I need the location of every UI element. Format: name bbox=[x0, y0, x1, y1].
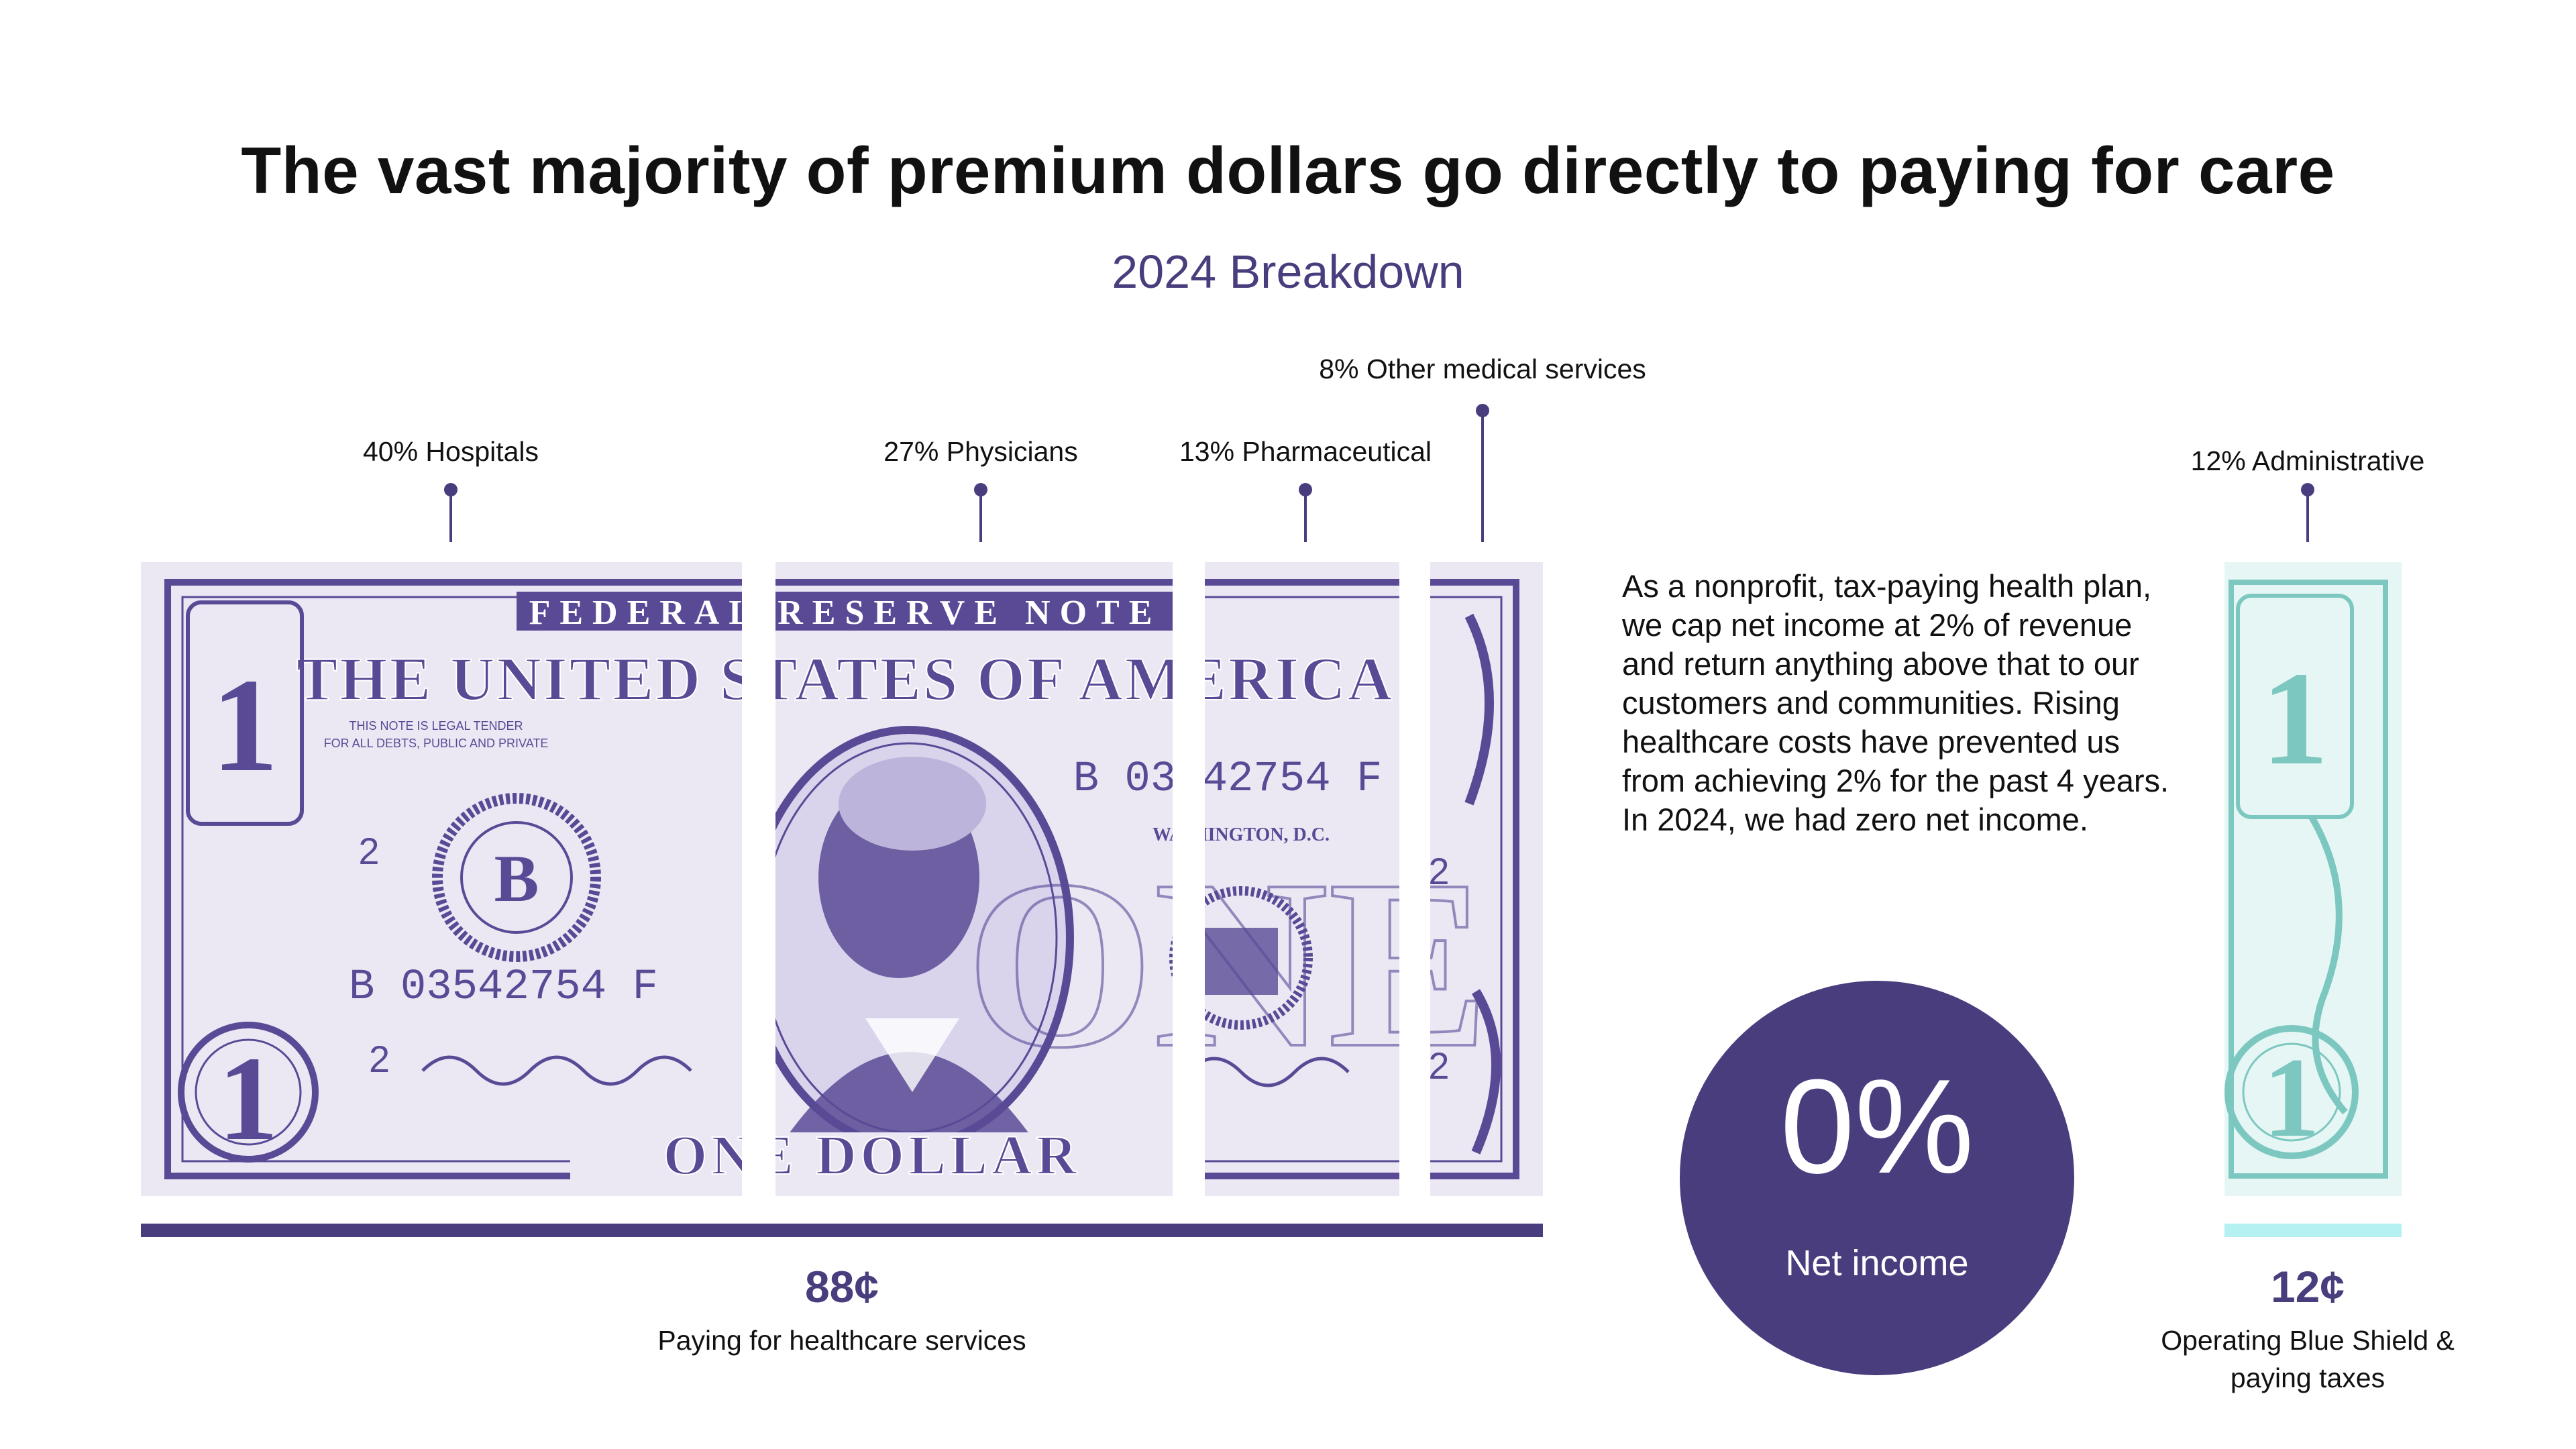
svg-text:ONE: ONE bbox=[966, 830, 1173, 1097]
svg-text:WASHINGTON, D.C.: WASHINGTON, D.C. bbox=[1205, 824, 1330, 845]
callout-stem bbox=[1304, 490, 1307, 542]
svg-text:B 03542754 F: B 03542754 F bbox=[1205, 755, 1382, 804]
svg-text:2: 2 bbox=[1430, 850, 1450, 892]
callout-stem bbox=[449, 490, 452, 542]
svg-text:ONE: ONE bbox=[1430, 830, 1489, 1097]
svg-text:B: B bbox=[494, 841, 539, 916]
nonprofit-note: As a nonprofit, tax-paying health plan, … bbox=[1622, 568, 2169, 837]
net-income-label: Net income bbox=[1785, 1243, 1969, 1283]
page-title: The vast majority of premium dollars go … bbox=[241, 133, 2335, 207]
callout-label-pharmaceutical: 13% Pharmaceutical bbox=[1179, 436, 1432, 467]
callout-stem bbox=[2306, 490, 2309, 542]
bill-slice-hospitals: FEDERAL RESERVE NOTE THE UNITED STATES O… bbox=[141, 562, 742, 1196]
svg-text:THE UNITED STATES OF AMERICA: THE UNITED STATES OF AMERICA bbox=[775, 645, 1173, 713]
svg-text:2: 2 bbox=[358, 830, 379, 872]
svg-text:ONE DOLLAR: ONE DOLLAR bbox=[775, 1124, 1081, 1187]
svg-text:B 03542754 F: B 03542754 F bbox=[1073, 755, 1173, 804]
callout-label-physicians: 27% Physicians bbox=[883, 436, 1078, 467]
svg-text:2: 2 bbox=[1430, 1044, 1450, 1087]
bill-slice-physicians: FEDERAL RESERVE NOTE THE UNITED STATES O… bbox=[775, 562, 1173, 1196]
bill-slice-administrative: 1 1 bbox=[2224, 562, 2402, 1196]
svg-text:FOR ALL DEBTS, PUBLIC AND PRIV: FOR ALL DEBTS, PUBLIC AND PRIVATE bbox=[324, 737, 549, 750]
net-income-circle: 0% Net income bbox=[1680, 981, 2074, 1375]
svg-text:1: 1 bbox=[211, 651, 278, 800]
admin-caption: Operating Blue Shield & paying taxes bbox=[2161, 1325, 2455, 1393]
bar-administrative bbox=[2224, 1224, 2402, 1237]
callout-label-administrative: 12% Administrative bbox=[2190, 445, 2425, 476]
bill-slice-other-medical-services: FEDERAL RESERVE NOTE THE UNITED STATES O… bbox=[1430, 562, 1543, 1196]
svg-text:2: 2 bbox=[369, 1038, 390, 1080]
svg-text:THIS NOTE IS LEGAL TENDER: THIS NOTE IS LEGAL TENDER bbox=[349, 719, 523, 733]
svg-text:WASHINGTON, D.C.: WASHINGTON, D.C. bbox=[1152, 824, 1173, 845]
svg-text:FEDERAL RESERVE NOTE: FEDERAL RESERVE NOTE bbox=[775, 594, 1161, 632]
svg-text:THE UNITED STATES OF AMERICA: THE UNITED STATES OF AMERICA bbox=[297, 645, 742, 713]
svg-text:FEDERAL RESERVE NOTE: FEDERAL RESERVE NOTE bbox=[529, 594, 742, 632]
bar-healthcare-services bbox=[141, 1224, 1543, 1237]
callout-label-hospitals: 40% Hospitals bbox=[362, 436, 539, 467]
svg-text:ONE DOLLAR: ONE DOLLAR bbox=[663, 1124, 742, 1187]
net-income-value: 0% bbox=[1780, 1052, 1974, 1201]
callout-stem bbox=[1481, 411, 1484, 542]
page-subtitle: 2024 Breakdown bbox=[1112, 246, 1464, 298]
callout-label-other-medical-services: 8% Other medical services bbox=[1319, 354, 1646, 384]
svg-text:THE UNITED STATES OF AMERICA: THE UNITED STATES OF AMERICA bbox=[1205, 645, 1394, 713]
healthcare-value: 88¢ bbox=[804, 1262, 879, 1311]
svg-text:1: 1 bbox=[218, 1032, 278, 1165]
admin-value: 12¢ bbox=[2270, 1262, 2345, 1311]
healthcare-caption: Paying for healthcare services bbox=[657, 1325, 1026, 1356]
bill-slice-pharmaceutical: FEDERAL RESERVE NOTE THE UNITED STATES O… bbox=[1205, 562, 1399, 1196]
svg-text:1: 1 bbox=[2263, 1034, 2320, 1161]
svg-text:B 03542754 F: B 03542754 F bbox=[349, 963, 658, 1012]
callout-stem bbox=[979, 490, 982, 542]
svg-text:1: 1 bbox=[2261, 645, 2328, 793]
